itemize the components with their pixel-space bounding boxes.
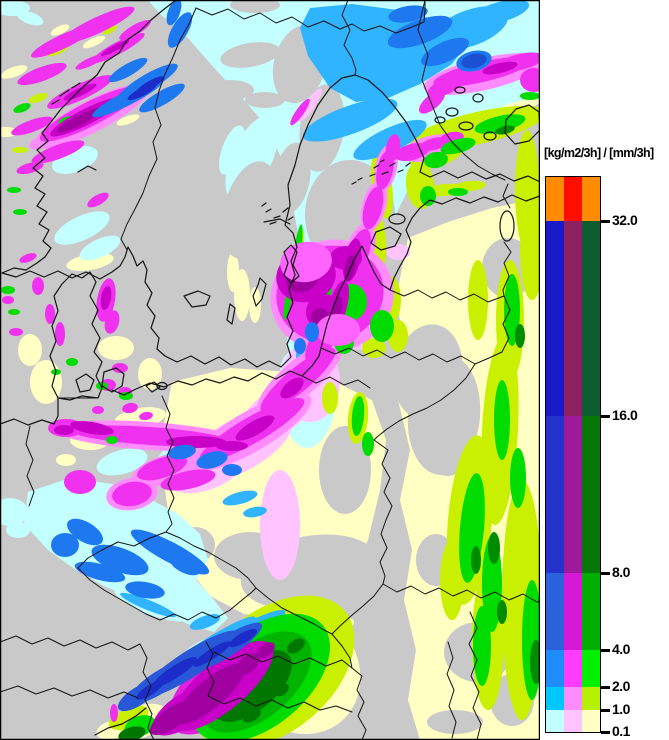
legend-tick-label: 1.0: [612, 701, 630, 717]
legend-band-cell: [582, 687, 600, 710]
legend-band-cell: [546, 573, 564, 650]
legend-band-4.0-8.0: [546, 573, 600, 650]
legend-tick-mark: [601, 649, 610, 652]
legend-band-cell: [582, 416, 600, 573]
coastlines: [0, 0, 540, 736]
country-borders: [0, 0, 540, 740]
legend-band-cell: [564, 710, 582, 732]
legend-tick-label: 8.0: [612, 564, 630, 580]
legend-band-cell: [582, 573, 600, 650]
legend-band-cell: [564, 177, 582, 221]
legend-band-cell: [582, 710, 600, 732]
legend-tick-mark: [601, 686, 610, 689]
legend-band-cell: [564, 221, 582, 416]
legend-tick-mark: [601, 572, 610, 575]
legend-band-0.1-1.0: [546, 710, 600, 732]
legend-band-1.0-2.0: [546, 687, 600, 710]
legend-band-cell: [564, 573, 582, 650]
legend-tick-label: 4.0: [612, 641, 630, 657]
legend-tick-label: 32.0: [612, 212, 638, 228]
precipitation-map: [0, 0, 540, 740]
legend-colorbar: [545, 176, 601, 733]
legend-band-cell: [546, 416, 564, 573]
legend-tick-mark: [601, 220, 610, 223]
legend-panel: [kg/m2/3h] / [mm/3h] 32.0 16.0 8.0 4.0 2.0 1.…: [540, 0, 669, 740]
legend-band-cell: [564, 650, 582, 687]
legend-band-cell: [564, 687, 582, 710]
legend-band-cell: [582, 177, 600, 221]
legend-band-cell: [546, 687, 564, 710]
legend-band-cell: [582, 650, 600, 687]
legend-band-cell: [546, 221, 564, 416]
legend-band-2.0-4.0: [546, 650, 600, 687]
legend-band-cell: [546, 710, 564, 732]
legend-tick-mark: [601, 415, 610, 418]
legend-tick-mark: [601, 709, 610, 712]
legend-band->32.0: [546, 177, 600, 221]
legend-band-cell: [546, 177, 564, 221]
legend-tick-label: 0.1: [612, 723, 630, 739]
legend-tick-mark: [601, 731, 610, 734]
legend-band-16.0-32.0: [546, 221, 600, 416]
legend-band-cell: [564, 416, 582, 573]
legend-tick-label: 2.0: [612, 678, 630, 694]
legend-band-8.0-16.0: [546, 416, 600, 573]
legend-title: [kg/m2/3h] / [mm/3h]: [544, 146, 654, 160]
legend-band-cell: [582, 221, 600, 416]
legend-band-cell: [546, 650, 564, 687]
legend-tick-label: 16.0: [612, 407, 638, 423]
